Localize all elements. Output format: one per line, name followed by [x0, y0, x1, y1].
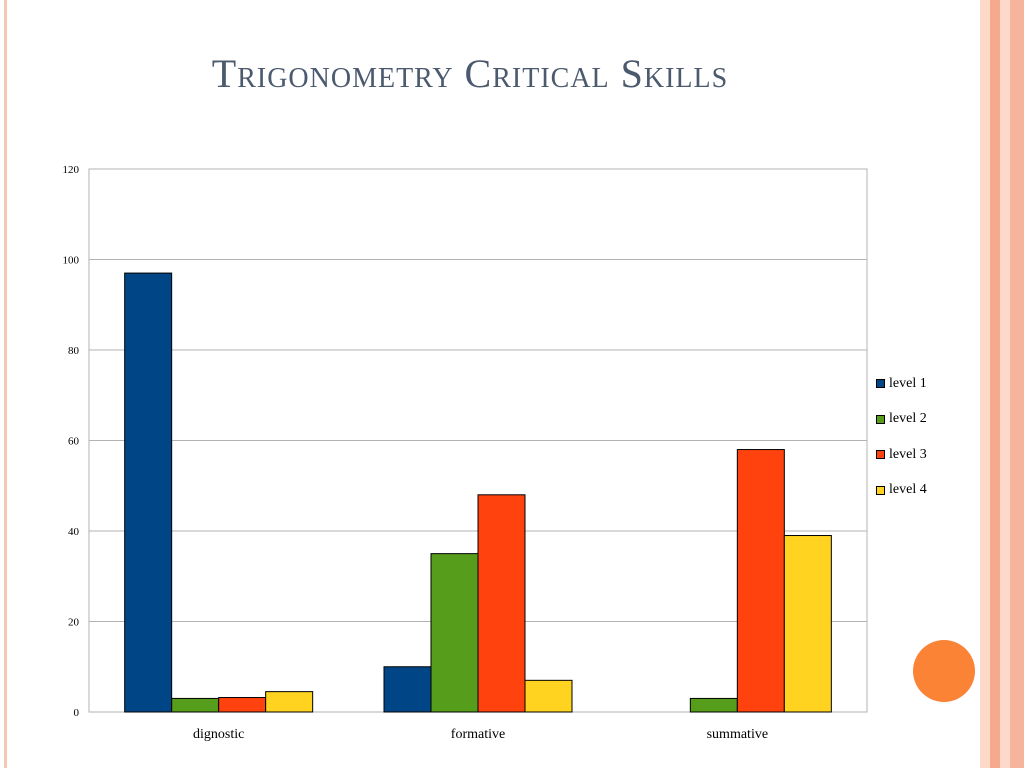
y-tick-label: 80	[68, 345, 80, 357]
decorative-circle	[913, 640, 975, 702]
frame-stripe	[1010, 0, 1024, 768]
legend-label: level 4	[889, 482, 927, 498]
y-tick-label: 40	[68, 526, 80, 538]
legend-swatch	[876, 450, 885, 460]
bar-level-4-dignostic	[265, 691, 314, 713]
legend-item: level 3	[876, 437, 1016, 473]
bar-level-3-summative	[736, 449, 785, 713]
y-tick-label: 60	[68, 436, 80, 448]
legend-swatch	[876, 485, 885, 495]
frame-stripe	[990, 0, 1000, 768]
slide-frame-left	[4, 0, 7, 768]
y-tick-label: 100	[63, 255, 80, 267]
bar-level-4-formative	[524, 679, 573, 713]
bar-level-3-dignostic	[218, 697, 267, 713]
y-tick-label: 120	[63, 164, 80, 176]
legend-item: level 2	[876, 402, 1016, 438]
bar-level-1-dignostic	[124, 272, 173, 713]
bars	[124, 272, 832, 713]
x-tick-label: summative	[707, 727, 768, 742]
slide-title: Trigonometry Critical Skills	[211, 51, 729, 96]
bar-level-1-formative	[383, 666, 432, 713]
legend-swatch	[876, 414, 885, 424]
bar-level-2-formative	[430, 553, 479, 713]
legend-item: level 1	[876, 366, 1016, 402]
legend-label: level 1	[889, 375, 927, 391]
frame-stripe	[1000, 0, 1010, 768]
y-tick-label: 0	[74, 707, 80, 719]
y-tick-label: 20	[68, 617, 80, 629]
frame-stripe	[980, 0, 990, 768]
bar-level-4-summative	[783, 535, 832, 713]
chart-legend: level 1 level 2 level 3 level 4	[876, 366, 1016, 508]
bar-level-3-formative	[477, 494, 526, 713]
x-tick-label: dignostic	[193, 727, 244, 742]
x-tick-labels: dignostic formative summative	[193, 727, 768, 742]
y-tick-labels: 0 20 40 60 80 100 120	[63, 164, 80, 719]
slide-frame-right	[980, 0, 1024, 768]
legend-label: level 3	[889, 446, 927, 462]
legend-swatch	[876, 379, 885, 389]
x-tick-label: formative	[451, 727, 505, 742]
bar-level-2-summative	[689, 697, 738, 713]
legend-label: level 2	[889, 411, 927, 427]
legend-item: level 4	[876, 473, 1016, 509]
bar-level-2-dignostic	[171, 697, 220, 713]
